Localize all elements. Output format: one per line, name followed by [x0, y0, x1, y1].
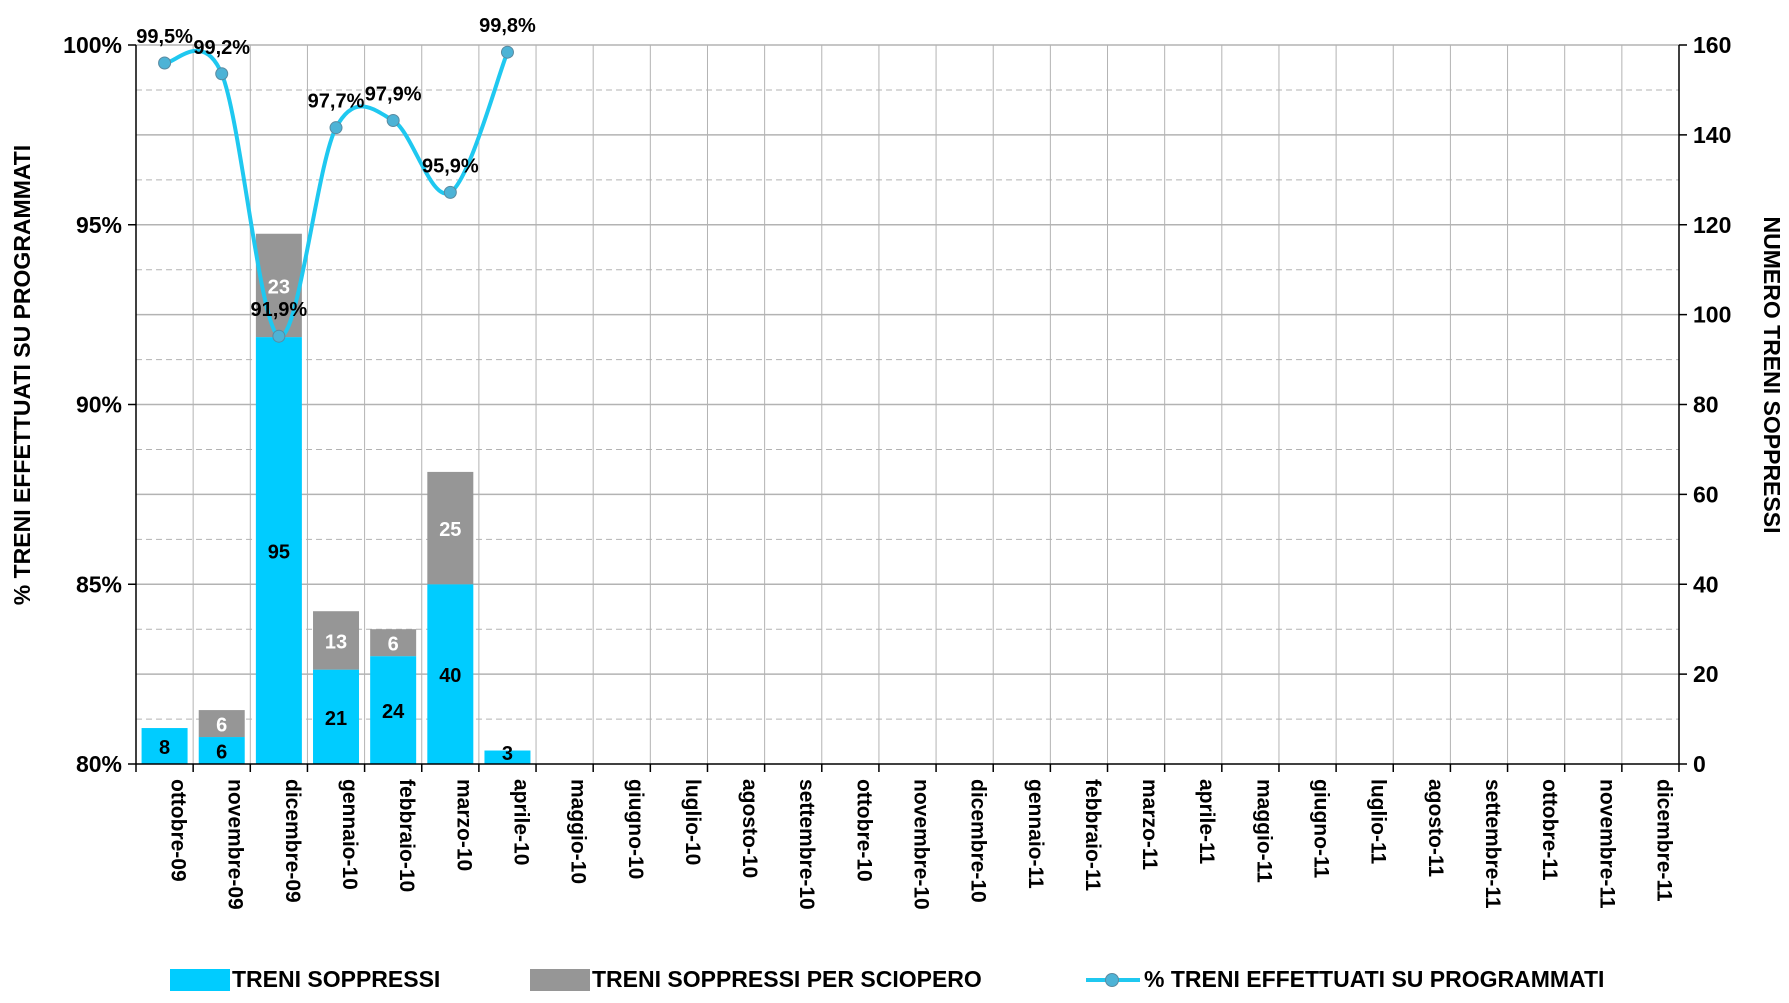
y-right-tick-label: 20: [1693, 661, 1719, 687]
x-tick-label: aprile-11: [1195, 779, 1218, 865]
line-point: [500, 45, 514, 59]
line-point: [158, 56, 172, 70]
bar-label-treni-soppressi: 95: [268, 542, 290, 564]
line-point-label: 97,9%: [365, 83, 422, 105]
x-tick-label: novembre-10: [910, 779, 933, 910]
line-point: [329, 121, 343, 135]
y-right-tick-label: 80: [1693, 392, 1719, 418]
axes: 80% 85% 90% 95% 100% 0 20 40 60 80 100 120 140 160 ott…: [63, 32, 1731, 910]
line-point: [215, 67, 229, 81]
y-left-tick-label: 90%: [76, 392, 122, 418]
x-tick-label: novembre-11: [1595, 779, 1618, 909]
bar-treni-soppressi: [370, 656, 417, 764]
bar-treni-soppressi: [141, 728, 188, 764]
x-tick-label: maggio-10: [567, 779, 590, 884]
x-tick-label: dicembre-10: [967, 779, 990, 903]
legend-label: % TRENI EFFETTUATI SU PROGRAMMATI: [1144, 966, 1605, 992]
x-tick-label: luglio-11: [1367, 779, 1390, 865]
y-right-tick-label: 120: [1693, 212, 1731, 238]
bar-label-sciopero: 6: [388, 634, 399, 656]
bar-treni-sciopero: [427, 471, 474, 585]
y-right-tick-label: 100: [1693, 302, 1731, 328]
bar-treni-soppressi: [427, 584, 474, 764]
x-tick-label: luglio-10: [681, 779, 704, 865]
bar-treni-sciopero: [198, 710, 245, 738]
line-point-label: 99,8%: [479, 15, 536, 37]
bar-label-sciopero: 25: [439, 519, 461, 541]
line-point: [386, 113, 400, 127]
bar-label-sciopero: 23: [268, 276, 290, 298]
x-tick-label: gennaio-11: [1024, 779, 1047, 889]
x-tick-label: ottobre-11: [1538, 779, 1561, 881]
bar-label-treni-soppressi: 8: [159, 737, 170, 759]
bar-treni-sciopero: [313, 611, 360, 670]
legend-label: TRENI SOPPRESSI PER SCIOPERO: [592, 966, 982, 992]
y-right-tick-label: 160: [1693, 32, 1731, 58]
line-point-label: 99,5%: [136, 26, 193, 48]
x-tick-label: ottobre-10: [852, 779, 875, 882]
x-tick-label: giugno-11: [1310, 779, 1333, 878]
bar-label-treni-soppressi: 21: [325, 708, 347, 730]
legend-swatch-soppressi: [170, 968, 230, 991]
y-right-tick-label: 0: [1693, 751, 1706, 777]
x-tick-label: febbraio-11: [1081, 779, 1104, 891]
x-tick-label: novembre-09: [224, 779, 247, 910]
bar-label-treni-soppressi: 6: [216, 742, 227, 764]
y-axis-right-title: NUMERO TRENI SOPPRESSI: [1759, 217, 1785, 534]
line-point: [443, 185, 457, 199]
x-tick-label: aprile-10: [509, 779, 532, 865]
x-tick-label: giugno-10: [624, 779, 647, 879]
y-left-tick-label: 80%: [76, 751, 122, 777]
line-point-label: 99,2%: [193, 37, 250, 59]
x-tick-label: settembre-11: [1481, 779, 1504, 909]
bars: [141, 233, 531, 764]
bar-label-sciopero: 6: [216, 715, 227, 737]
bar-treni-soppressi: [198, 737, 245, 764]
legend-swatch-line: [1086, 969, 1140, 991]
x-tick-label: agosto-10: [738, 779, 761, 878]
bar-treni-soppressi: [313, 669, 360, 764]
x-tick-label: dicembre-11: [1652, 779, 1675, 902]
y-left-tick-label: 100%: [63, 32, 122, 58]
bar-label-treni-soppressi: 40: [439, 665, 461, 687]
bar-treni-soppressi: [255, 337, 302, 764]
bar-label-treni-soppressi: 24: [382, 701, 405, 723]
x-tick-label: dicembre-09: [281, 779, 304, 903]
y-right-tick-label: 140: [1693, 122, 1731, 148]
line-point-label: 97,7%: [308, 91, 365, 113]
x-tick-label: marzo-10: [452, 779, 475, 871]
x-tick-label: settembre-10: [795, 779, 818, 910]
y-axis-left-title: % TRENI EFFETTUATI SU PROGRAMMATI: [9, 145, 35, 605]
line-point-label: 95,9%: [422, 155, 479, 177]
x-tick-label: marzo-11: [1138, 779, 1161, 870]
legend-item-sciopero: TRENI SOPPRESSI PER SCIOPERO: [530, 966, 982, 993]
bar-treni-sciopero: [370, 629, 417, 657]
legend-item-percentuale: % TRENI EFFETTUATI SU PROGRAMMATI: [1086, 966, 1604, 993]
x-tick-label: agosto-11: [1424, 779, 1447, 877]
legend-label: TRENI SOPPRESSI: [232, 966, 441, 992]
bar-label-treni-soppressi: 3: [502, 743, 513, 765]
legend-swatch-sciopero: [530, 968, 590, 991]
line-point: [272, 329, 286, 343]
y-left-tick-label: 95%: [76, 212, 122, 238]
legend-item-treni-soppressi: TRENI SOPPRESSI: [170, 966, 440, 993]
x-tick-label: febbraio-10: [395, 779, 418, 892]
x-tick-label: maggio-11: [1252, 779, 1275, 883]
grid-lines: [136, 44, 1679, 764]
line-series: [158, 45, 514, 343]
bar-treni-soppressi: [484, 750, 531, 764]
bar-label-sciopero: 13: [325, 631, 347, 653]
line-point-label: 91,9%: [251, 299, 308, 321]
y-right-tick-label: 40: [1693, 571, 1719, 597]
y-right-tick-label: 60: [1693, 481, 1719, 507]
y-left-tick-label: 85%: [76, 571, 122, 597]
x-tick-label: ottobre-09: [167, 779, 190, 882]
x-tick-label: gennaio-10: [338, 779, 361, 890]
